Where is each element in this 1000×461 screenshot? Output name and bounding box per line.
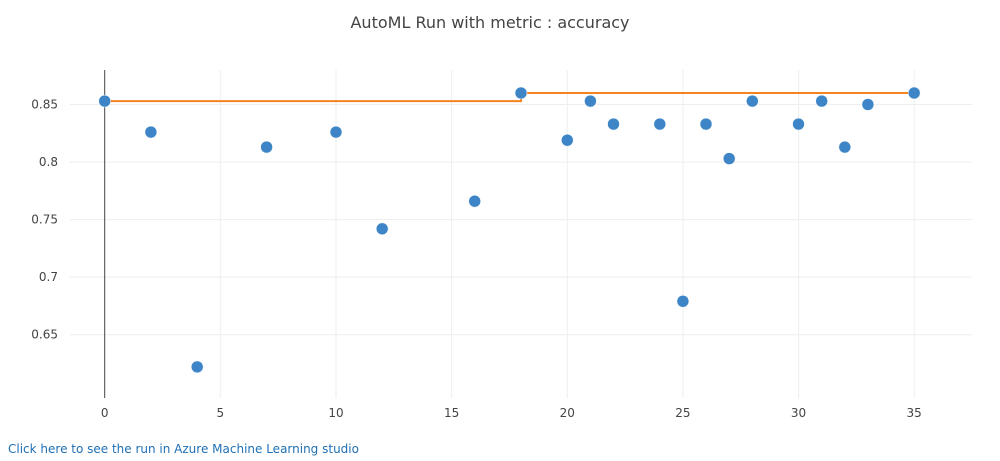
x-tick-label: 0 bbox=[101, 406, 109, 420]
run-point[interactable] bbox=[838, 140, 852, 154]
run-points[interactable] bbox=[98, 86, 921, 374]
run-point[interactable] bbox=[98, 94, 111, 108]
best-accuracy-line bbox=[104, 92, 915, 103]
run-point[interactable] bbox=[144, 125, 158, 139]
run-point[interactable] bbox=[792, 117, 805, 131]
run-point[interactable] bbox=[514, 86, 528, 100]
y-tick-label: 0.65 bbox=[31, 328, 58, 342]
grid-lines bbox=[70, 70, 972, 398]
run-point[interactable] bbox=[468, 194, 481, 208]
run-point[interactable] bbox=[329, 125, 343, 139]
run-point[interactable] bbox=[260, 140, 273, 154]
run-point[interactable] bbox=[190, 360, 204, 374]
run-point[interactable] bbox=[375, 222, 389, 236]
run-point[interactable] bbox=[699, 117, 713, 131]
run-point[interactable] bbox=[746, 94, 759, 108]
run-point[interactable] bbox=[676, 295, 690, 308]
run-point[interactable] bbox=[815, 94, 828, 108]
y-tick-label: 0.7 bbox=[39, 270, 58, 284]
run-point[interactable] bbox=[653, 117, 667, 131]
best-accuracy-step-line bbox=[104, 92, 915, 103]
y-tick-label: 0.85 bbox=[31, 98, 58, 112]
x-tick-label: 30 bbox=[791, 406, 806, 420]
azure-ml-studio-link[interactable]: Click here to see the run in Azure Machi… bbox=[8, 442, 359, 456]
x-tick-label: 25 bbox=[675, 406, 690, 420]
tick-labels: 0 5 10 15 20 25 30 35 0.65 0.7 0.75 0.8 0.85 bbox=[31, 98, 922, 420]
accuracy-chart: AutoML Run with metric : accuracy 0 5 10 15… bbox=[31, 13, 972, 420]
run-point[interactable] bbox=[907, 86, 921, 100]
run-point[interactable] bbox=[584, 94, 597, 108]
chart-title: AutoML Run with metric : accuracy bbox=[350, 13, 629, 32]
x-tick-label: 10 bbox=[328, 406, 343, 420]
run-point[interactable] bbox=[861, 98, 875, 111]
run-point[interactable] bbox=[607, 117, 620, 131]
x-tick-label: 35 bbox=[907, 406, 922, 420]
run-point[interactable] bbox=[722, 152, 736, 165]
x-tick-label: 20 bbox=[560, 406, 575, 420]
x-tick-label: 15 bbox=[444, 406, 459, 420]
y-tick-label: 0.75 bbox=[31, 213, 58, 227]
y-tick-label: 0.8 bbox=[39, 155, 58, 169]
x-tick-label: 5 bbox=[217, 406, 225, 420]
run-point[interactable] bbox=[561, 133, 574, 147]
